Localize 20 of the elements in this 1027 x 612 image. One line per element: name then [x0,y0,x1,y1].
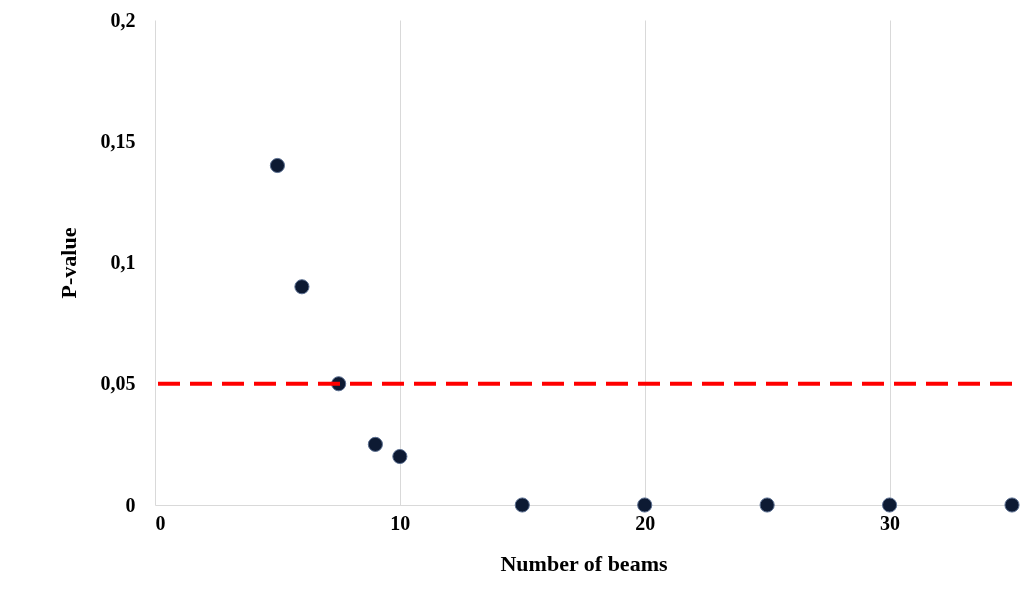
y-tick-label: 0,1 [110,251,136,273]
y-tick-label: 0 [125,493,136,516]
y-axis-title: P-value [55,227,81,299]
point [759,497,775,513]
x-tick-label: 10 [390,511,411,534]
point [637,497,653,513]
x-axis-title: Number of beams [500,550,668,576]
point [882,497,898,513]
point [1004,497,1020,513]
x-tick-label: 30 [880,511,901,534]
point [392,448,408,465]
point [367,436,383,452]
y-tick-label: 0,15 [100,129,136,152]
y-tick-label: 0,05 [100,372,136,395]
y-tick-label: 0,2 [110,8,136,31]
point [514,497,530,513]
x-tick-label: 0 [155,511,166,534]
point [269,157,285,174]
point [294,279,310,295]
x-tick-label: 20 [635,511,656,534]
